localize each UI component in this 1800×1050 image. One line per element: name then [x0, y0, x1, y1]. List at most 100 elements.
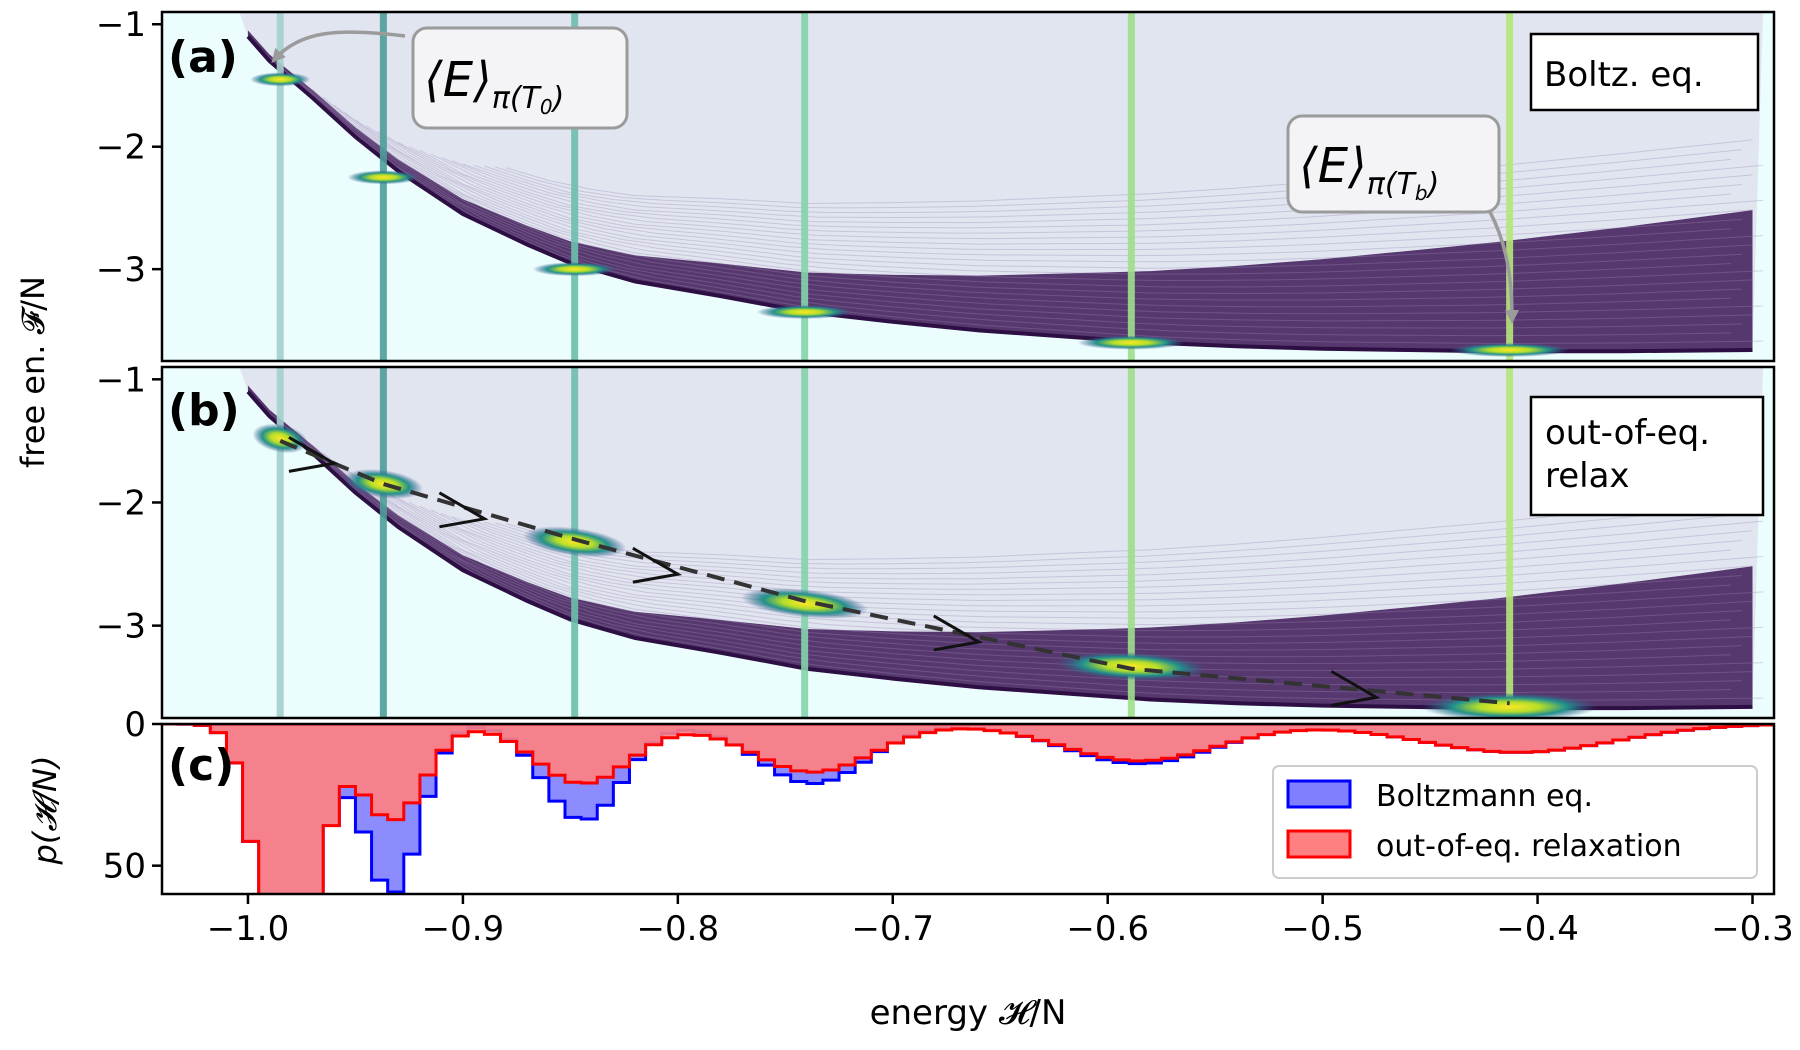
ytick-label: 0: [124, 705, 146, 745]
fan-line: [376, 486, 1753, 626]
hotspot-1: [347, 170, 420, 185]
xtick-label: −0.5: [1281, 909, 1364, 949]
trajectory-arrow-2: [632, 546, 683, 584]
panel-b: (b) out-of-eq. relax −1 −2 −3: [96, 360, 1776, 720]
trajectory-arrow-3: [932, 614, 984, 652]
trajectory-line: [279, 439, 1510, 706]
annotation-e-tb-main: ⟨E⟩: [1299, 138, 1367, 194]
blob-2: [523, 526, 627, 558]
panel-c-legend: Boltzmann eq. out-of-eq. relaxation: [1272, 765, 1758, 879]
fan-line: [355, 474, 1732, 638]
annotation-e-tb-close: ): [1426, 167, 1440, 202]
svg-text:⟨E⟩π(Tb): ⟨E⟩π(Tb): [1299, 138, 1439, 205]
trajectory-arrow-1: [438, 491, 489, 529]
hotspot-3: [756, 305, 853, 320]
blob-3: [740, 588, 869, 619]
fan-line: [430, 153, 1764, 240]
panel-c-ylabel: p(𝓗/N): [26, 756, 64, 866]
annotation-e-t0-sub: π(T: [492, 81, 543, 116]
ytick-label: −3: [96, 607, 146, 647]
annotation-e-t0-subsub: 0: [540, 95, 553, 119]
fan-line: [333, 460, 1753, 651]
legend-label-boltzmann: Boltzmann eq.: [1376, 779, 1593, 814]
blob-5: [1421, 692, 1598, 718]
annotation-e-tb: ⟨E⟩π(Tb): [1286, 114, 1519, 324]
xtick-label: −0.4: [1496, 909, 1579, 949]
fan-line: [462, 519, 1753, 580]
legend-swatch-relaxation: [1286, 829, 1352, 859]
panel-b-yticks: −1 −2 −3: [96, 360, 162, 647]
xtick-label: −1.0: [207, 909, 290, 949]
panel-a-legend-box: Boltz. eq.: [1529, 32, 1760, 112]
ytick-label: −1: [96, 360, 146, 400]
fan-line: [419, 149, 1753, 245]
panel-a-yticks: −1 −2 −3: [96, 5, 162, 290]
fan-line: [355, 119, 1732, 282]
panel-c-yticks: 0 50: [103, 705, 162, 887]
panel-a-frame: [160, 10, 1776, 363]
fan-line: [451, 516, 1742, 585]
annotation-e-tb-sub: π(T: [1367, 167, 1418, 202]
panel-b-legend-box: out-of-eq. relax: [1529, 395, 1765, 517]
panel-a-label: (a): [168, 32, 238, 83]
fan-line: [333, 104, 1753, 295]
fan-line: [408, 146, 1742, 251]
xtick-label: −0.6: [1066, 909, 1149, 949]
fan-line: [322, 452, 1742, 658]
ytick-label: −1: [96, 5, 146, 45]
fan-line: [269, 413, 1732, 694]
xtick-label: −0.8: [637, 909, 720, 949]
fan-line: [494, 149, 1742, 209]
fan-line: [484, 514, 1732, 570]
fan-line: [441, 156, 1732, 234]
xtick-label: −0.7: [851, 909, 934, 949]
fan-line: [387, 136, 1764, 263]
fan-line: [387, 492, 1764, 619]
ytick-label: 50: [103, 847, 146, 887]
annotation-e-t0: ⟨E⟩π(T0): [271, 26, 629, 130]
fan-line: [279, 421, 1742, 686]
hotspot-5: [1449, 342, 1570, 357]
panel-a-legend-text: Boltz. eq.: [1544, 55, 1704, 95]
fan-line: [473, 520, 1764, 575]
panel-b-legend-line1: out-of-eq.: [1545, 413, 1710, 453]
fan-line: [269, 58, 1732, 337]
ytick-label: −3: [96, 250, 146, 290]
svg-text:⟨E⟩π(T0): ⟨E⟩π(T0): [424, 52, 564, 119]
panel-c-frame: [160, 722, 1776, 896]
fan-line: [462, 163, 1753, 224]
fan-line: [312, 89, 1732, 308]
shared-ylabel: free en. 𝓕/N: [14, 276, 52, 468]
fan-line: [408, 501, 1742, 607]
panel-c-label: (c): [168, 740, 234, 791]
fan-line: [344, 112, 1764, 288]
fan-line: [451, 160, 1742, 229]
ytick-label: −2: [96, 128, 146, 168]
fan-line: [473, 164, 1764, 219]
annotation-e-t0-arrow: [271, 30, 406, 64]
trajectory-arrow-4: [1330, 670, 1381, 707]
fan-line: [312, 444, 1732, 665]
trajectory-arrow-0: [288, 436, 339, 473]
fan-line: [322, 97, 1742, 301]
hotspot-2: [532, 262, 617, 277]
legend-label-relaxation: out-of-eq. relaxation: [1376, 829, 1682, 864]
fan-line: [484, 158, 1732, 214]
fan-line: [279, 66, 1742, 329]
annotation-e-tb-arrow: [1488, 211, 1519, 324]
panel-c-xticks: −1.0 −0.9 −0.8 −0.7 −0.6 −0.5 −0.4 −0.3: [207, 894, 1794, 949]
annotation-e-tb-subsub: b: [1415, 181, 1428, 205]
panel-b-label: (b): [168, 385, 240, 436]
fan-line: [301, 81, 1764, 315]
panel-c: (c) 0 50 −1.0 −0.9 −0.8 −0.7 −0.6 −0.5 −0.4 −0.3…: [26, 705, 1794, 1033]
fan-line: [301, 437, 1764, 672]
fan-line: [441, 512, 1732, 590]
x-axis-label: energy 𝓗/N: [870, 993, 1067, 1033]
panel-a: (a) Boltz. eq. −1−2−3 ⟨E⟩π(T0) ⟨E⟩π(Tb): [96, 5, 1776, 363]
panel-a-hotspots: [250, 72, 1570, 357]
panel-b-legend-line2: relax: [1545, 456, 1630, 496]
hotspot-4: [1077, 335, 1186, 350]
panel-b-trajectory: [279, 436, 1510, 707]
legend-swatch-boltzmann: [1286, 779, 1352, 809]
